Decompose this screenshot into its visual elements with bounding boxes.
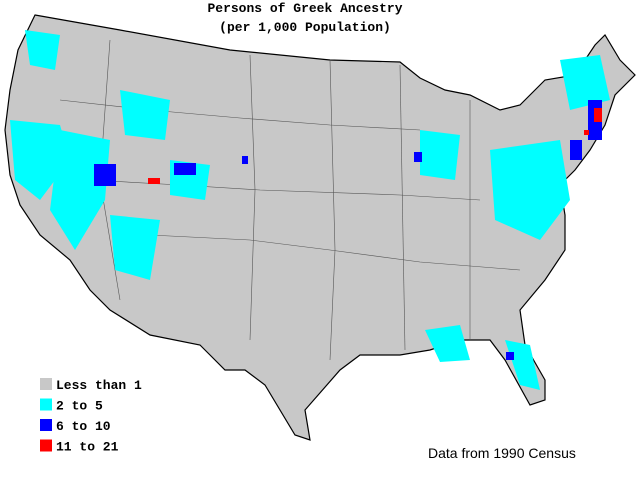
us-map [4, 14, 636, 441]
patch [120, 90, 170, 140]
state-lines [59, 39, 521, 361]
map-subtitle: (per 1,000 Population) [219, 20, 391, 35]
patch [425, 325, 470, 362]
patch [414, 152, 422, 162]
legend-swatch [40, 378, 52, 390]
patch [25, 30, 60, 70]
patch [110, 215, 160, 280]
legend-swatch [40, 439, 52, 452]
source-note: Data from 1990 Census [428, 445, 576, 461]
patch [490, 140, 570, 240]
density-patches [10, 30, 610, 390]
legend-label: Less than 1 [56, 378, 142, 393]
patch [242, 156, 248, 164]
patch [506, 352, 514, 360]
legend-label: 2 to 5 [56, 399, 103, 414]
patch [94, 164, 116, 186]
patch [594, 108, 602, 122]
patch [174, 163, 196, 175]
legend-label: 6 to 10 [56, 419, 111, 434]
patch [560, 55, 610, 110]
patch [50, 130, 110, 250]
patch [148, 178, 160, 184]
patch [420, 130, 460, 180]
legend: Less than 1 2 to 5 6 to 10 11 to 21 [40, 378, 142, 455]
legend-swatch [40, 419, 52, 431]
map-title: Persons of Greek Ancestry [207, 1, 402, 16]
patch [570, 140, 582, 160]
legend-label: 11 to 21 [56, 440, 119, 455]
patch [584, 130, 589, 135]
legend-swatch [40, 398, 52, 411]
